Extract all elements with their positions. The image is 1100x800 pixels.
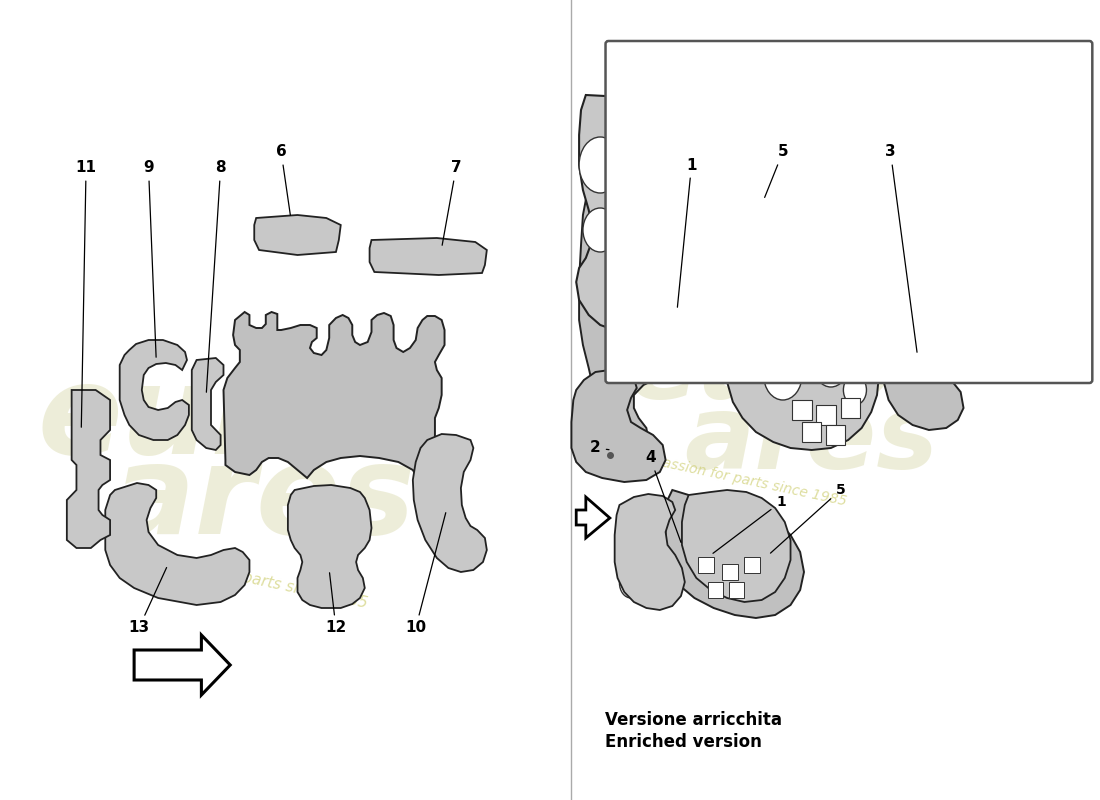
Polygon shape <box>579 200 672 462</box>
Text: 13: 13 <box>129 567 166 635</box>
Polygon shape <box>708 582 724 598</box>
Ellipse shape <box>579 137 621 193</box>
Polygon shape <box>191 358 223 450</box>
Text: 3: 3 <box>886 145 917 352</box>
Text: 2: 2 <box>590 441 609 455</box>
Text: a passion for parts since 1985: a passion for parts since 1985 <box>140 549 368 611</box>
Text: 5: 5 <box>770 483 846 553</box>
Text: 1: 1 <box>713 495 785 554</box>
Text: 4: 4 <box>645 450 681 542</box>
Polygon shape <box>729 582 745 598</box>
Polygon shape <box>802 422 822 442</box>
Polygon shape <box>571 370 666 482</box>
Text: 7: 7 <box>442 161 461 246</box>
Polygon shape <box>792 400 812 420</box>
Text: 11: 11 <box>76 161 97 427</box>
Text: 8: 8 <box>207 161 226 392</box>
Polygon shape <box>727 316 879 450</box>
Polygon shape <box>106 483 250 605</box>
Ellipse shape <box>844 375 867 405</box>
Text: 9: 9 <box>143 161 156 358</box>
Ellipse shape <box>814 343 848 387</box>
Polygon shape <box>745 557 760 573</box>
FancyBboxPatch shape <box>605 41 1092 383</box>
Text: euros: euros <box>628 319 957 421</box>
Polygon shape <box>666 490 804 618</box>
Polygon shape <box>576 497 609 538</box>
Polygon shape <box>708 105 816 248</box>
Polygon shape <box>615 494 685 610</box>
Ellipse shape <box>583 208 617 252</box>
Ellipse shape <box>763 350 802 400</box>
Ellipse shape <box>619 568 642 598</box>
Polygon shape <box>120 340 189 440</box>
Text: 12: 12 <box>326 573 346 635</box>
Polygon shape <box>670 242 802 378</box>
Text: Enriched version: Enriched version <box>605 733 762 751</box>
Polygon shape <box>412 434 487 572</box>
Text: euros: euros <box>37 359 432 481</box>
Text: ares: ares <box>684 390 938 490</box>
Polygon shape <box>826 425 845 445</box>
Polygon shape <box>698 557 714 573</box>
Text: 10: 10 <box>405 513 446 635</box>
Polygon shape <box>723 564 738 580</box>
Polygon shape <box>666 108 725 232</box>
Polygon shape <box>67 390 110 548</box>
Ellipse shape <box>730 300 759 336</box>
Polygon shape <box>370 238 487 275</box>
Text: Versione arricchita: Versione arricchita <box>605 711 782 729</box>
Polygon shape <box>816 405 836 425</box>
Polygon shape <box>134 635 230 695</box>
Polygon shape <box>840 398 860 418</box>
Ellipse shape <box>619 179 642 211</box>
Text: 5: 5 <box>764 145 789 198</box>
Text: 6: 6 <box>276 145 290 215</box>
Text: ares: ares <box>111 439 417 561</box>
Polygon shape <box>254 215 341 255</box>
Polygon shape <box>223 312 444 478</box>
Ellipse shape <box>693 283 728 327</box>
Ellipse shape <box>617 527 645 563</box>
Polygon shape <box>288 485 372 608</box>
Polygon shape <box>576 95 696 330</box>
Polygon shape <box>682 490 791 602</box>
Text: a passion for parts since 1985: a passion for parts since 1985 <box>640 451 848 509</box>
Text: 1: 1 <box>678 158 696 307</box>
Polygon shape <box>883 308 964 430</box>
